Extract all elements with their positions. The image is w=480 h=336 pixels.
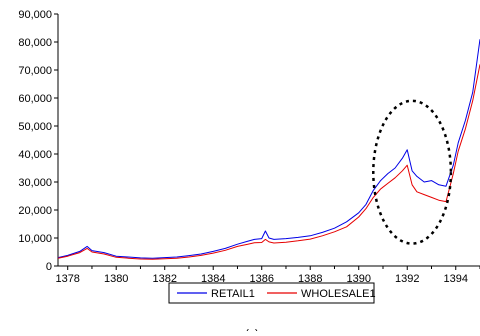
y-tick-label: 70,000 (18, 65, 52, 77)
legend-label-wholesale1: WHOLESALE1 (301, 288, 376, 300)
y-tick-label: 80,000 (18, 37, 52, 49)
x-tick-label: 1386 (249, 273, 273, 285)
annotation (372, 99, 453, 245)
y-tick-label: 40,000 (18, 149, 52, 161)
x-tick-label: 1392 (395, 273, 419, 285)
y-tick-label: 90,000 (18, 9, 52, 21)
series-line-wholesale1 (57, 64, 480, 260)
x-tick-label: 1388 (298, 273, 322, 285)
x-tick-label: 1378 (55, 273, 79, 285)
legend-label-retail1: RETAIL1 (211, 288, 255, 300)
y-tick-label: 10,000 (18, 233, 52, 245)
y-tick-label: 60,000 (18, 93, 52, 105)
x-tick-label: 1394 (444, 273, 468, 285)
series-lines (57, 39, 480, 260)
y-tick-label: 0 (46, 261, 52, 273)
y-tick-label: 50,000 (18, 121, 52, 133)
x-tick-label: 1382 (152, 273, 176, 285)
y-tick-label: 30,000 (18, 177, 52, 189)
x-tick-label: 1380 (104, 273, 128, 285)
x-tick-label: 1390 (346, 273, 370, 285)
x-tick-label: 1384 (201, 273, 225, 285)
series-line-retail1 (57, 39, 480, 259)
axes: 0 10,000 20,000 30,000 40,000 50,000 60,000 70,… (18, 9, 480, 285)
y-tick-label: 20,000 (18, 205, 52, 217)
dashed-ellipse-highlight (372, 99, 453, 245)
